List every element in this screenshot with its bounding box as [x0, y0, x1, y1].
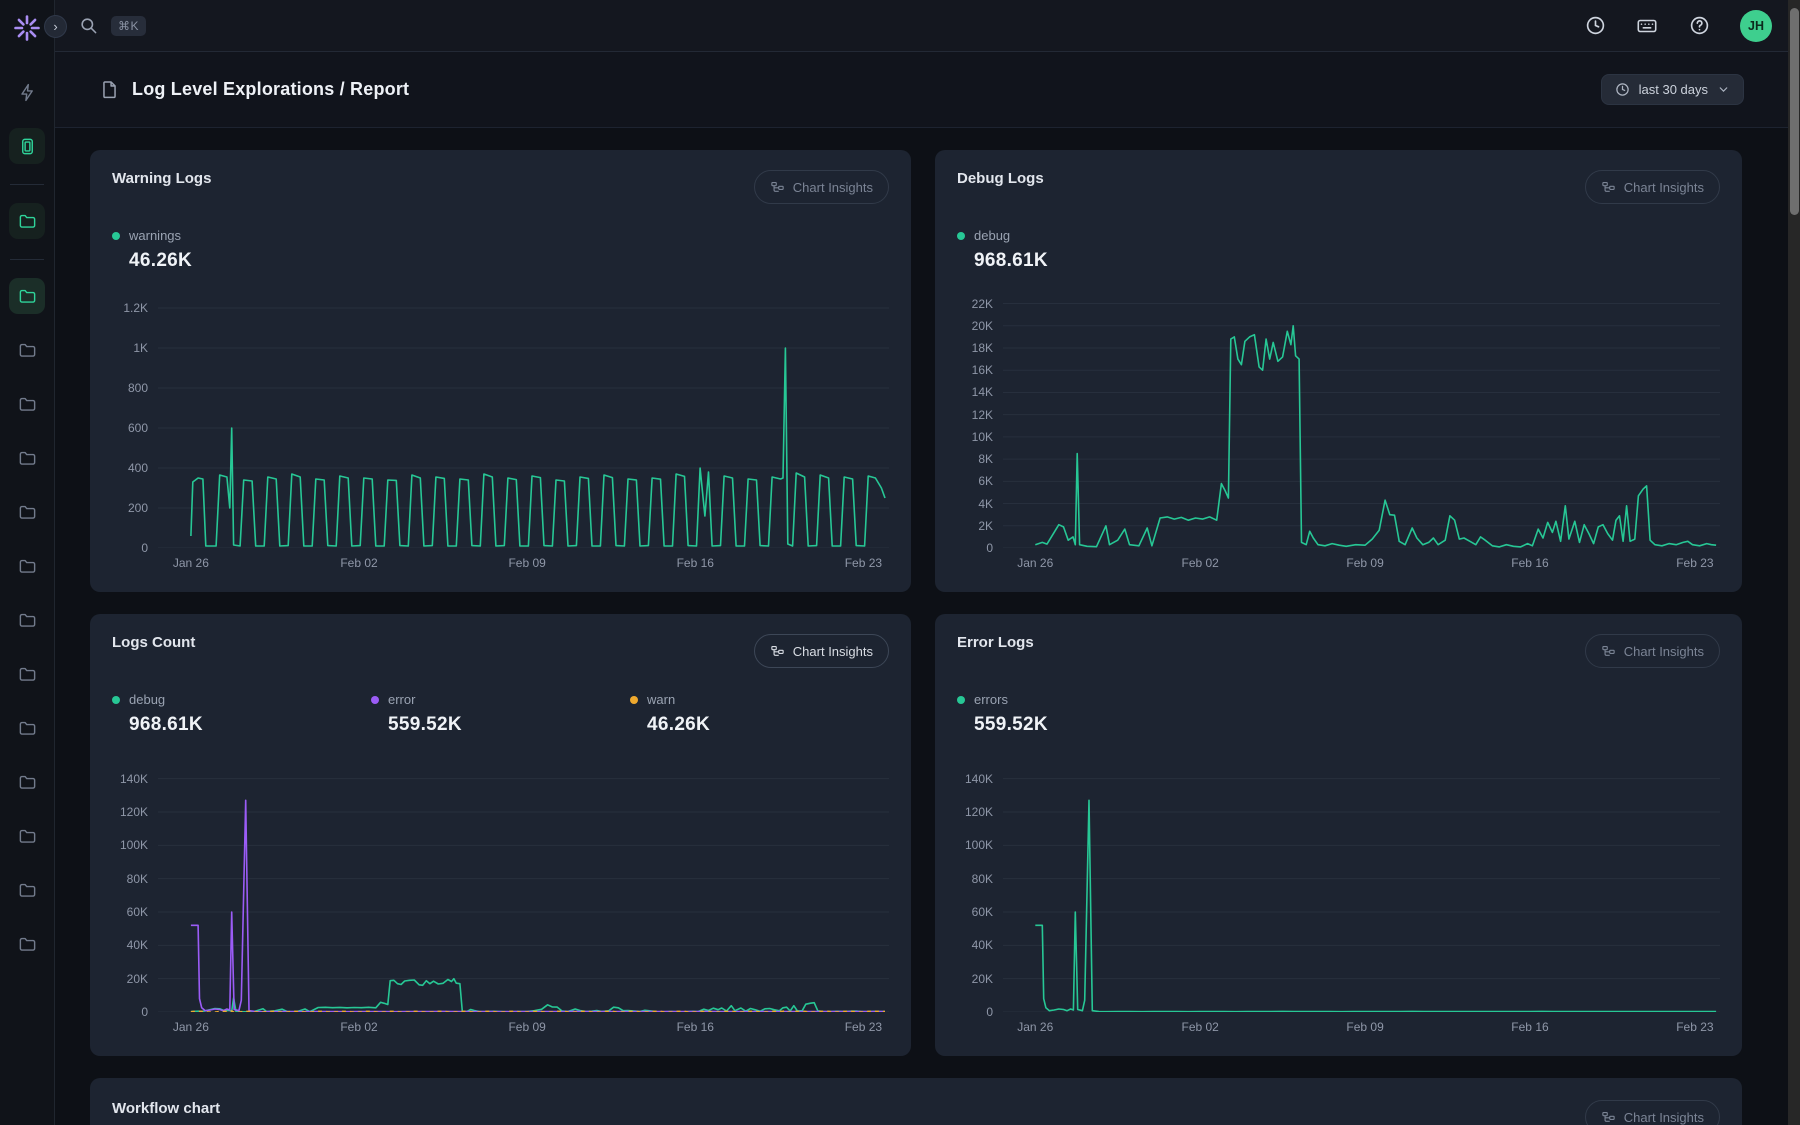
legend-dot	[957, 696, 965, 704]
series-total: 46.26K	[647, 714, 889, 736]
debug-logs-card: Debug Logs Chart Insights debug 968.61K …	[935, 150, 1742, 592]
sidebar-item-folder[interactable]	[9, 440, 45, 476]
flow-list-icon	[1601, 1110, 1616, 1125]
chart-insights-button[interactable]: Chart Insights	[754, 170, 889, 204]
card-title: Error Logs	[957, 634, 1034, 651]
series-total: 559.52K	[974, 714, 1720, 736]
sidebar-item-folder-pinned[interactable]	[9, 203, 45, 239]
series-total: 46.26K	[129, 250, 889, 272]
keyboard-icon[interactable]	[1636, 15, 1658, 37]
sidebar	[0, 0, 55, 1125]
sidebar-item-folder[interactable]	[9, 656, 45, 692]
sidebar-divider	[10, 184, 44, 185]
x-axis: Jan 26Feb 02Feb 09Feb 16Feb 23	[158, 1012, 889, 1034]
sidebar-item-zap[interactable]	[9, 74, 45, 110]
chart-insights-button[interactable]: Chart Insights	[1585, 1100, 1720, 1125]
card-title: Workflow chart	[112, 1100, 220, 1117]
topbar: ⌘K JH	[55, 0, 1800, 52]
legend-dot	[957, 232, 965, 240]
chart-insights-button[interactable]: Chart Insights	[1585, 170, 1720, 204]
chart-insights-button[interactable]: Chart Insights	[1585, 634, 1720, 668]
series-legend: debug 968.61K	[957, 228, 1720, 272]
y-axis: 140K120K100K80K60K40K20K0	[957, 762, 1003, 1012]
legend-dot	[371, 696, 379, 704]
sidebar-item-folder[interactable]	[9, 602, 45, 638]
series-total: 968.61K	[974, 250, 1720, 272]
chart-insights-button[interactable]: Chart Insights	[754, 634, 889, 668]
sidebar-item-folder[interactable]	[9, 764, 45, 800]
series-legend: error 559.52K	[371, 692, 630, 736]
sidebar-item-folder[interactable]	[9, 818, 45, 854]
series-legend: warnings 46.26K	[112, 228, 889, 272]
scrollbar-track[interactable]	[1788, 0, 1800, 1125]
x-axis: Jan 26Feb 02Feb 09Feb 16Feb 23	[1003, 1012, 1720, 1034]
flow-list-icon	[1601, 644, 1616, 659]
card-title: Warning Logs	[112, 170, 211, 187]
sidebar-item-folder[interactable]	[9, 386, 45, 422]
dashboard-content: Warning Logs Chart Insights warnings 46.…	[55, 128, 1788, 1125]
sidebar-item-dashboards[interactable]	[9, 128, 45, 164]
warning-logs-card: Warning Logs Chart Insights warnings 46.…	[90, 150, 911, 592]
flow-list-icon	[770, 180, 785, 195]
y-axis: 1.2K1K8006004002000	[112, 298, 158, 548]
warning-logs-chart[interactable]	[158, 298, 889, 548]
sidebar-item-folder[interactable]	[9, 548, 45, 584]
x-axis: Jan 26Feb 02Feb 09Feb 16Feb 23	[158, 548, 889, 570]
sidebar-item-folder[interactable]	[9, 494, 45, 530]
series-legend: warn 46.26K	[630, 692, 889, 736]
sidebar-item-folder[interactable]	[9, 710, 45, 746]
sidebar-collapse-button[interactable]: ›	[44, 15, 67, 38]
error-logs-chart[interactable]	[1003, 762, 1720, 1012]
series-total: 968.61K	[129, 714, 371, 736]
logs-count-card: Logs Count Chart Insights debug 968.61K …	[90, 614, 911, 1056]
page-header: Log Level Explorations / Report last 30 …	[55, 52, 1800, 128]
legend-dot	[630, 696, 638, 704]
y-axis: 22K20K18K16K14K12K10K8K6K4K2K0	[957, 298, 1003, 548]
help-icon[interactable]	[1688, 15, 1710, 37]
sidebar-item-folder-selected[interactable]	[9, 278, 45, 314]
series-legend: errors 559.52K	[957, 692, 1720, 736]
x-axis: Jan 26Feb 02Feb 09Feb 16Feb 23	[1003, 548, 1720, 570]
series-legend: debug 968.61K	[112, 692, 371, 736]
sidebar-item-folder[interactable]	[9, 926, 45, 962]
user-avatar[interactable]: JH	[1740, 10, 1772, 42]
history-clock-icon[interactable]	[1584, 15, 1606, 37]
logs-count-chart[interactable]	[158, 762, 889, 1012]
time-range-button[interactable]: last 30 days	[1601, 74, 1744, 105]
document-icon	[100, 80, 119, 99]
flow-list-icon	[770, 644, 785, 659]
card-title: Debug Logs	[957, 170, 1044, 187]
sidebar-divider	[10, 259, 44, 260]
app-logo-icon[interactable]	[13, 14, 41, 42]
sidebar-item-folder[interactable]	[9, 332, 45, 368]
chevron-down-icon	[1717, 83, 1730, 96]
y-axis: 140K120K100K80K60K40K20K0	[112, 762, 158, 1012]
search-icon[interactable]	[77, 15, 99, 37]
search-shortcut-badge: ⌘K	[111, 16, 146, 36]
page-title: Log Level Explorations / Report	[132, 79, 409, 100]
scrollbar-thumb[interactable]	[1790, 8, 1799, 215]
debug-logs-chart[interactable]	[1003, 298, 1720, 548]
series-total: 559.52K	[388, 714, 630, 736]
global-search[interactable]: ⌘K	[77, 15, 146, 37]
time-range-label: last 30 days	[1639, 82, 1708, 97]
card-title: Logs Count	[112, 634, 195, 651]
workflow-chart-card: Workflow chart Chart Insights	[90, 1078, 1742, 1125]
clock-icon	[1615, 82, 1630, 97]
legend-dot	[112, 232, 120, 240]
legend-dot	[112, 696, 120, 704]
error-logs-card: Error Logs Chart Insights errors 559.52K…	[935, 614, 1742, 1056]
sidebar-item-folder[interactable]	[9, 872, 45, 908]
flow-list-icon	[1601, 180, 1616, 195]
